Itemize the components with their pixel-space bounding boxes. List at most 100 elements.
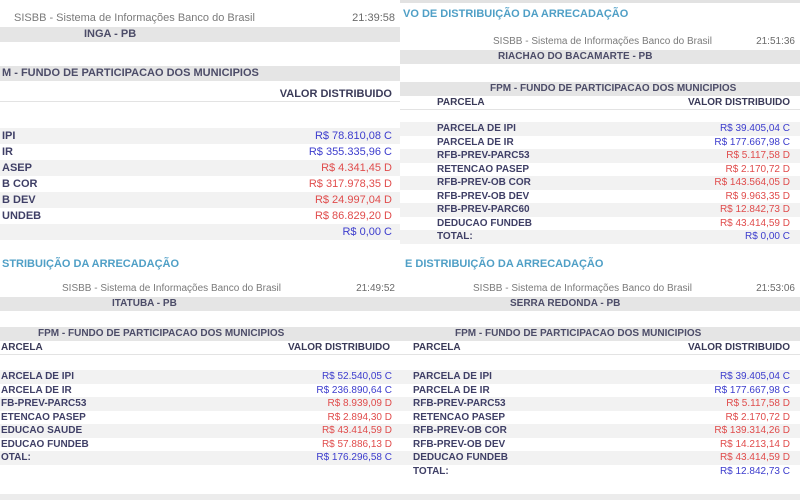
valor-value: R$ 24.997,04 D xyxy=(314,194,392,206)
parcela-label: RFB-PREV-OB COR xyxy=(413,425,507,437)
table-row: PARCELA DE IPI R$ 39.405,04 C xyxy=(400,370,800,384)
valor-value: R$ 4.341,45 D xyxy=(321,162,392,174)
report-title: STRIBUIÇÃO DA ARRECADAÇÃO xyxy=(2,258,180,270)
section-header: FPM - FUNDO DE PARTICIPACAO DOS MUNICIPI… xyxy=(400,82,800,96)
app-header-row: SISBB - Sistema de Informações Banco do … xyxy=(400,36,800,48)
valor-value: R$ 176.296,58 C xyxy=(316,452,392,464)
app-header-row: SISBB - Sistema de Informações Banco do … xyxy=(0,283,400,295)
clock-time: 21:49:52 xyxy=(356,283,395,294)
report-title: VO DE DISTRIBUIÇÃO DA ARRECADAÇÃO xyxy=(403,8,629,20)
valor-value: R$ 355.335,96 C xyxy=(308,146,392,158)
valor-value: R$ 0,00 C xyxy=(744,231,790,243)
parcela-label: RFB-PREV-PARC53 xyxy=(437,150,530,162)
valor-value: R$ 2.894,30 D xyxy=(327,411,393,423)
valor-value: R$ 52.540,05 C xyxy=(321,371,392,383)
table-row: ETENCAO PASEP R$ 2.894,30 D xyxy=(0,411,400,425)
table-row: RFB-PREV-PARC53 R$ 5.117,58 D xyxy=(400,397,800,411)
valor-value: R$ 9.963,35 D xyxy=(725,190,791,202)
valor-value: R$ 43.414,59 D xyxy=(719,217,790,229)
table-row: DEDUCAO FUNDEB R$ 43.414,59 D xyxy=(400,217,800,231)
table-row: R$ 0,00 C xyxy=(0,224,400,240)
bottom-divider xyxy=(0,494,400,500)
table-row: PARCELA DE IR R$ 177.667,98 C xyxy=(400,136,800,150)
table-column-headers: ARCELA VALOR DISTRIBUIDO xyxy=(0,341,400,355)
table-row: RFB-PREV-OB DEV R$ 14.213,14 D xyxy=(400,438,800,452)
valor-value: R$ 2.170,72 D xyxy=(725,163,791,175)
table-row: TOTAL: R$ 12.842,73 C xyxy=(400,465,800,479)
parcela-label: RFB-PREV-OB DEV xyxy=(413,438,506,450)
valor-value: R$ 12.842,73 C xyxy=(719,465,790,477)
clock-time: 21:51:36 xyxy=(756,36,795,47)
parcela-label: RFB-PREV-PARC60 xyxy=(437,204,530,216)
app-header: SISBB - Sistema de Informações Banco do … xyxy=(493,36,712,47)
table-row: ARCELA DE IPI R$ 52.540,05 C xyxy=(0,370,400,384)
screen-inga: SISBB - Sistema de Informações Banco do … xyxy=(0,0,400,250)
table-row: OTAL: R$ 176.296,58 C xyxy=(0,451,400,465)
table-row: PARCELA DE IR R$ 177.667,98 C xyxy=(400,384,800,398)
table-column-headers: PARCELA VALOR DISTRIBUIDO xyxy=(400,96,800,110)
table-row: UNDEB R$ 86.829,20 D xyxy=(0,208,400,224)
table-row: PARCELA DE IPI R$ 39.405,04 C xyxy=(400,122,800,136)
clock-time: 21:39:58 xyxy=(352,12,395,24)
table-row: RFB-PREV-PARC53 R$ 5.117,58 D xyxy=(400,149,800,163)
parcela-label: RFB-PREV-OB COR xyxy=(437,177,531,189)
app-header: SISBB - Sistema de Informações Banco do … xyxy=(62,283,281,294)
valor-value: R$ 43.414,59 D xyxy=(719,452,790,464)
table-row: RETENCAO PASEP R$ 2.170,72 D xyxy=(400,411,800,425)
valor-value: R$ 2.170,72 D xyxy=(725,411,791,423)
table-row: RETENCAO PASEP R$ 2.170,72 D xyxy=(400,163,800,177)
valor-value: R$ 317.978,35 D xyxy=(308,178,392,190)
table-row: FB-PREV-PARC53 R$ 8.939,09 D xyxy=(0,397,400,411)
parcela-label: OTAL: xyxy=(1,452,31,464)
rows-table: PARCELA DE IPI R$ 39.405,04 C PARCELA DE I… xyxy=(400,370,800,478)
parcela-label: RFB-PREV-OB DEV xyxy=(437,190,530,202)
bottom-divider xyxy=(400,494,800,500)
column-header-parcela: PARCELA xyxy=(413,342,461,353)
valor-value: R$ 0,00 C xyxy=(342,226,392,238)
section-header: M - FUNDO DE PARTICIPACAO DOS MUNICIPIOS xyxy=(0,66,400,81)
table-column-headers: VALOR DISTRIBUIDO xyxy=(0,87,400,102)
table-row: IPI R$ 78.810,08 C xyxy=(0,128,400,144)
parcela-label: ETENCAO PASEP xyxy=(1,411,86,423)
parcela-label: EDUCAO FUNDEB xyxy=(1,438,89,450)
column-header-valor: VALOR DISTRIBUIDO xyxy=(279,88,392,100)
valor-value: R$ 43.414,59 D xyxy=(321,425,392,437)
parcela-label: RETENCAO PASEP xyxy=(437,163,530,175)
parcela-label: UNDEB xyxy=(2,210,42,222)
table-row: RFB-PREV-PARC60 R$ 12.842,73 D xyxy=(400,203,800,217)
table-column-headers: PARCELA VALOR DISTRIBUIDO xyxy=(400,341,800,355)
table-row: ASEP R$ 4.341,45 D xyxy=(0,160,400,176)
table-row: RFB-PREV-OB DEV R$ 9.963,35 D xyxy=(400,190,800,204)
clock-time: 21:53:06 xyxy=(756,283,795,294)
parcela-label: ASEP xyxy=(2,162,32,174)
parcela-label: ARCELA DE IPI xyxy=(1,371,74,383)
valor-value: R$ 139.314,26 D xyxy=(714,425,790,437)
parcela-label: PARCELA DE IPI xyxy=(437,123,516,135)
parcela-label: FB-PREV-PARC53 xyxy=(1,398,87,410)
table-row: DEDUCAO FUNDEB R$ 43.414,59 D xyxy=(400,451,800,465)
valor-value: R$ 5.117,58 D xyxy=(726,150,790,162)
table-row: IR R$ 355.335,96 C xyxy=(0,144,400,160)
valor-value: R$ 12.842,73 D xyxy=(719,204,790,216)
valor-value: R$ 236.890,64 C xyxy=(316,384,392,396)
app-header: SISBB - Sistema de Informações Banco do … xyxy=(473,283,692,294)
table-row: TOTAL: R$ 0,00 C xyxy=(400,230,800,244)
parcela-label: DEDUCAO FUNDEB xyxy=(437,217,532,229)
valor-value: R$ 57.886,13 D xyxy=(321,438,392,450)
column-header-valor: VALOR DISTRIBUIDO xyxy=(687,342,790,353)
municipality-bar: ITATUBA - PB xyxy=(0,297,400,311)
app-header-row: SISBB - Sistema de Informações Banco do … xyxy=(400,283,800,295)
valor-value: R$ 5.117,58 D xyxy=(726,398,790,410)
column-header-valor: VALOR DISTRIBUIDO xyxy=(687,97,790,108)
rows-table: ARCELA DE IPI R$ 52.540,05 C ARCELA DE IR R… xyxy=(0,370,400,465)
rows-table: PARCELA DE IPI R$ 39.405,04 C PARCELA DE I… xyxy=(400,122,800,244)
municipality-bar: INGA - PB xyxy=(0,27,400,42)
municipality-bar: RIACHAO DO BACAMARTE - PB xyxy=(400,50,800,64)
valor-value: R$ 177.667,98 C xyxy=(714,136,790,148)
column-header-parcela: ARCELA xyxy=(1,342,43,353)
parcela-label: ARCELA DE IR xyxy=(1,384,72,396)
parcela-label: PARCELA DE IR xyxy=(413,384,490,396)
parcela-label: PARCELA DE IPI xyxy=(413,371,492,383)
parcela-label: IPI xyxy=(2,130,16,142)
